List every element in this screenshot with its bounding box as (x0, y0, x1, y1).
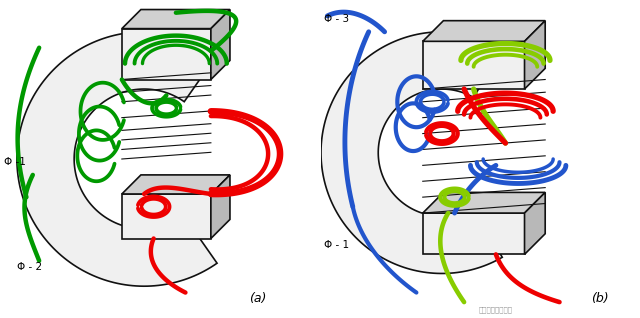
Text: 新乡回收旧日电机: 新乡回收旧日电机 (479, 307, 513, 313)
Text: (a): (a) (249, 292, 266, 305)
Polygon shape (423, 21, 545, 41)
Polygon shape (321, 32, 502, 273)
Text: Φ -1: Φ -1 (4, 157, 26, 167)
Text: Φ - 2: Φ - 2 (17, 262, 42, 272)
Polygon shape (423, 213, 525, 254)
Text: Φ - 1: Φ - 1 (324, 240, 349, 250)
Polygon shape (525, 21, 545, 89)
Polygon shape (211, 175, 230, 238)
Text: Φ - 3: Φ - 3 (324, 14, 349, 24)
Text: (b): (b) (591, 292, 609, 305)
Polygon shape (525, 192, 545, 254)
Polygon shape (122, 29, 211, 80)
Polygon shape (211, 10, 230, 80)
Polygon shape (122, 175, 230, 194)
Polygon shape (122, 194, 211, 238)
Polygon shape (423, 41, 525, 89)
Polygon shape (122, 10, 230, 29)
Polygon shape (17, 32, 217, 286)
Polygon shape (423, 192, 545, 213)
